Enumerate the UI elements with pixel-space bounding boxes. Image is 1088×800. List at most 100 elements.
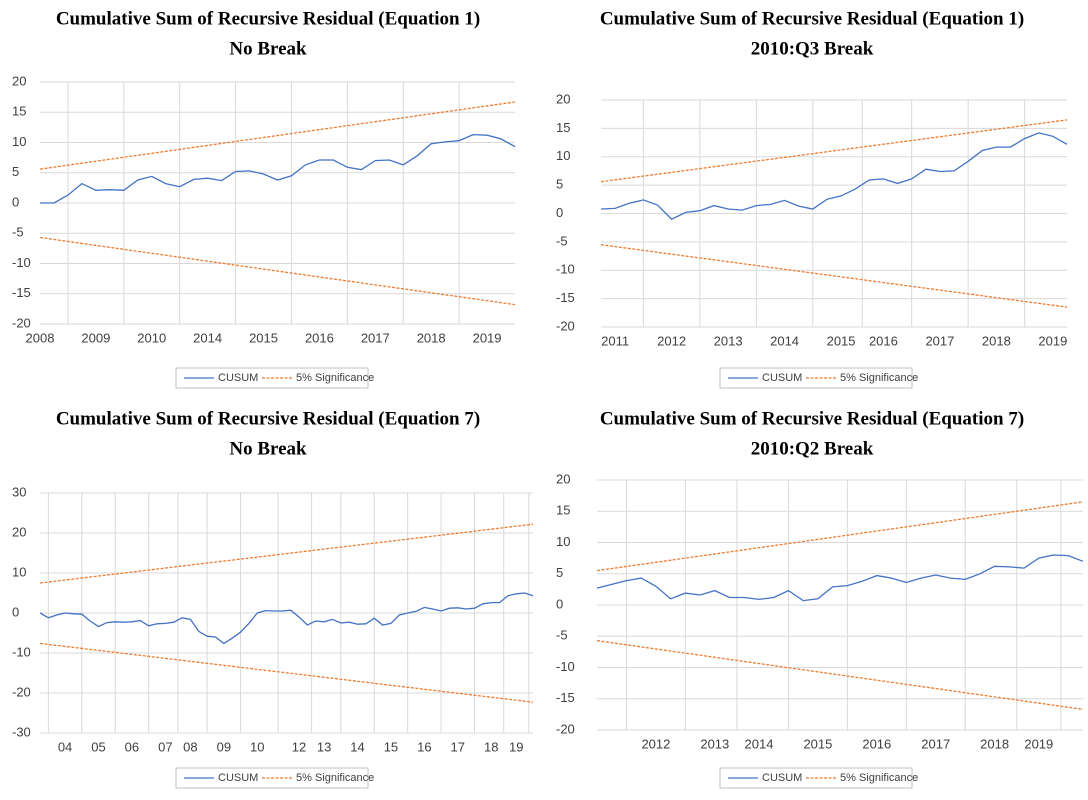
y-tick-label: -20 <box>12 684 31 699</box>
x-tick-label: 2013 <box>714 333 743 348</box>
x-tick-label: 2018 <box>417 330 446 345</box>
x-tick-label: 2014 <box>770 333 799 348</box>
y-tick-label: 20 <box>556 91 570 106</box>
significance-line <box>596 639 1084 711</box>
x-tick-label: 12 <box>292 739 306 754</box>
x-tick-label: 2018 <box>982 333 1011 348</box>
significance-line <box>600 119 1068 183</box>
y-tick-label: -20 <box>556 721 575 736</box>
x-tick-label: 2013 <box>700 736 729 751</box>
x-tick-label: 2012 <box>657 333 686 348</box>
legend-label: 5% Significance <box>840 772 918 784</box>
x-tick-label: 06 <box>125 739 139 754</box>
y-tick-label: 0 <box>12 604 19 619</box>
y-tick-label: -10 <box>556 262 575 277</box>
y-tick-label: 10 <box>12 564 26 579</box>
y-tick-label: 0 <box>12 194 19 209</box>
y-tick-label: 5 <box>12 164 19 179</box>
cusum-line <box>596 554 1084 602</box>
x-tick-label: 2019 <box>1038 333 1067 348</box>
chart-subtitle: No Break <box>229 438 307 459</box>
chart-subtitle: 2010:Q2 Break <box>751 438 874 459</box>
significance-line <box>39 642 534 703</box>
x-tick-label: 2018 <box>980 736 1009 751</box>
x-tick-label: 2019 <box>473 330 502 345</box>
cusum-line <box>600 132 1068 220</box>
y-tick-label: -5 <box>12 225 24 240</box>
y-tick-label: 15 <box>12 104 26 119</box>
legend-box <box>719 767 913 789</box>
y-tick-label: 5 <box>556 177 563 192</box>
legend-box <box>175 367 369 389</box>
chart-panel: Cumulative Sum of Recursive Residual (Eq… <box>556 8 1068 389</box>
y-tick-label: -20 <box>12 315 31 330</box>
significance-line <box>39 523 534 584</box>
x-tick-label: 16 <box>417 739 431 754</box>
y-tick-label: -10 <box>12 255 31 270</box>
y-tick-label: 30 <box>12 484 26 499</box>
legend-label: CUSUM <box>218 372 258 384</box>
y-tick-label: 0 <box>556 205 563 220</box>
chart-panel: Cumulative Sum of Recursive Residual (Eq… <box>556 408 1084 789</box>
x-tick-label: 2017 <box>361 330 390 345</box>
legend-box <box>175 767 369 789</box>
x-tick-label: 2017 <box>925 333 954 348</box>
y-tick-label: -30 <box>12 724 31 739</box>
legend-label: CUSUM <box>762 372 802 384</box>
chart-panel: Cumulative Sum of Recursive Residual (Eq… <box>12 408 534 789</box>
x-tick-label: 08 <box>183 739 197 754</box>
y-tick-label: -15 <box>12 285 31 300</box>
chart-title: Cumulative Sum of Recursive Residual (Eq… <box>56 8 480 29</box>
y-tick-label: -20 <box>556 318 575 333</box>
x-tick-label: 19 <box>509 739 523 754</box>
x-tick-label: 2012 <box>641 736 670 751</box>
cusum-line <box>40 133 516 204</box>
x-tick-label: 2008 <box>26 330 55 345</box>
legend-label: 5% Significance <box>296 772 374 784</box>
significance-line <box>39 236 516 306</box>
significance-line <box>39 101 516 170</box>
y-tick-label: 5 <box>556 565 563 580</box>
legend-label: CUSUM <box>218 772 258 784</box>
y-tick-label: -15 <box>556 690 575 705</box>
y-tick-label: -15 <box>556 290 575 305</box>
x-tick-label: 2014 <box>745 736 774 751</box>
y-tick-label: 10 <box>556 148 570 163</box>
legend-label: 5% Significance <box>840 372 918 384</box>
y-tick-label: -5 <box>556 628 568 643</box>
x-tick-label: 2016 <box>862 736 891 751</box>
x-tick-label: 2017 <box>921 736 950 751</box>
chart-subtitle: 2010:Q3 Break <box>751 38 874 59</box>
y-tick-label: 15 <box>556 503 570 518</box>
x-tick-label: 04 <box>58 739 72 754</box>
legend-box <box>719 367 913 389</box>
x-tick-label: 2011 <box>601 333 629 348</box>
x-tick-label: 2010 <box>137 330 166 345</box>
x-tick-label: 2015 <box>803 736 832 751</box>
legend-label: CUSUM <box>762 772 802 784</box>
x-tick-label: 05 <box>91 739 105 754</box>
y-tick-label: -5 <box>556 233 568 248</box>
y-tick-label: 10 <box>12 134 26 149</box>
x-tick-label: 13 <box>317 739 331 754</box>
y-tick-label: -10 <box>556 659 575 674</box>
y-tick-label: 20 <box>12 524 26 539</box>
chart-panel: Cumulative Sum of Recursive Residual (Eq… <box>12 8 516 389</box>
x-tick-label: 2016 <box>305 330 334 345</box>
x-tick-label: 2014 <box>193 330 222 345</box>
significance-line <box>596 501 1084 572</box>
x-tick-label: 2015 <box>249 330 278 345</box>
x-tick-label: 2009 <box>81 330 110 345</box>
x-tick-label: 18 <box>484 739 498 754</box>
y-tick-label: -10 <box>12 644 31 659</box>
chart-title: Cumulative Sum of Recursive Residual (Eq… <box>56 408 480 429</box>
y-tick-label: 15 <box>556 120 570 135</box>
chart-subtitle: No Break <box>229 38 307 59</box>
x-tick-label: 09 <box>217 739 231 754</box>
x-tick-label: 07 <box>158 739 172 754</box>
legend-label: 5% Significance <box>296 372 374 384</box>
x-tick-label: 2019 <box>1024 736 1053 751</box>
chart-title: Cumulative Sum of Recursive Residual (Eq… <box>600 408 1024 429</box>
y-tick-label: 20 <box>556 471 570 486</box>
